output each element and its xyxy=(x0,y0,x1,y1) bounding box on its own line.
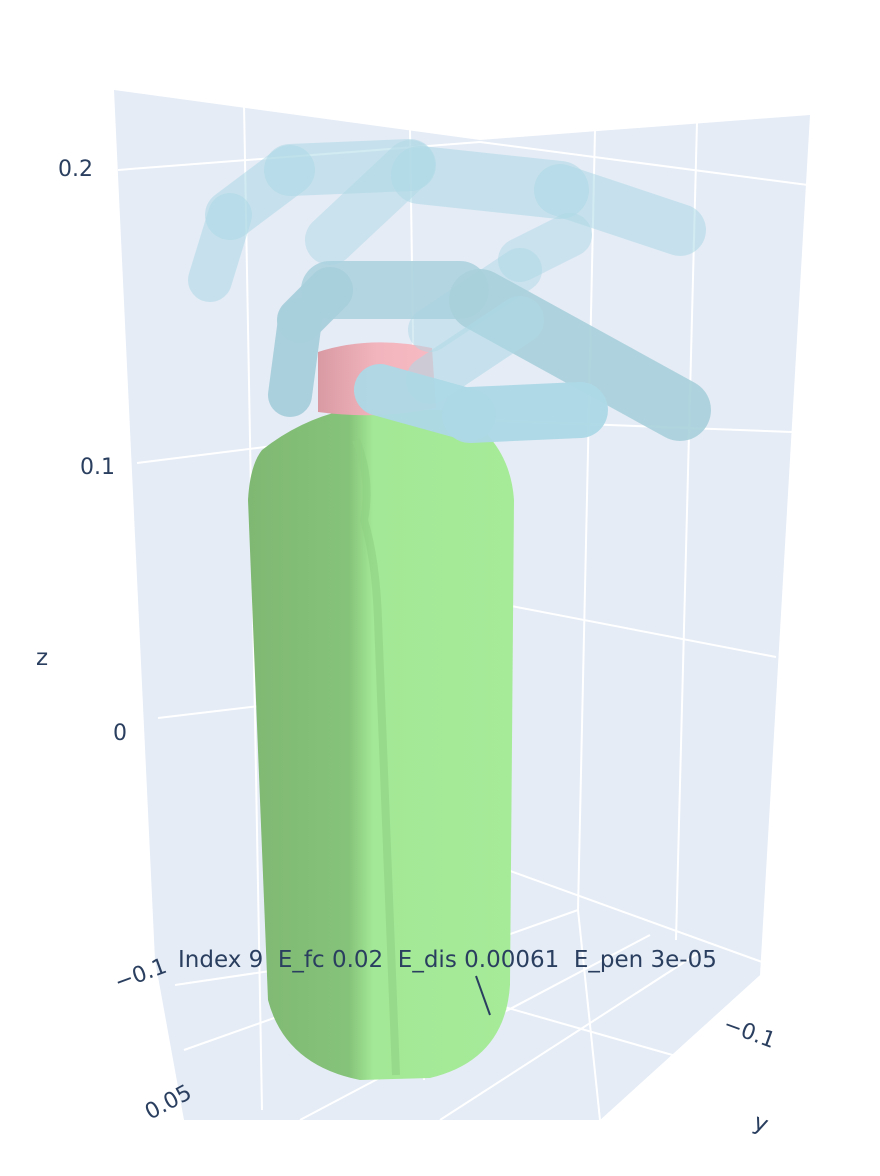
z-tick: 0 xyxy=(113,721,127,746)
annotation-text: Index 9 E_fc 0.02 E_dis 0.00061 E_pen 3e… xyxy=(178,947,717,973)
annotation-arrow xyxy=(475,975,491,1016)
z-tick: 0.1 xyxy=(80,455,115,480)
robot-hand xyxy=(188,139,711,443)
y-tick: −0.1 xyxy=(720,1012,779,1054)
y-axis-title: y xyxy=(750,1109,772,1138)
z-tick: 0.2 xyxy=(58,157,93,182)
z-axis-title: z xyxy=(36,645,48,671)
